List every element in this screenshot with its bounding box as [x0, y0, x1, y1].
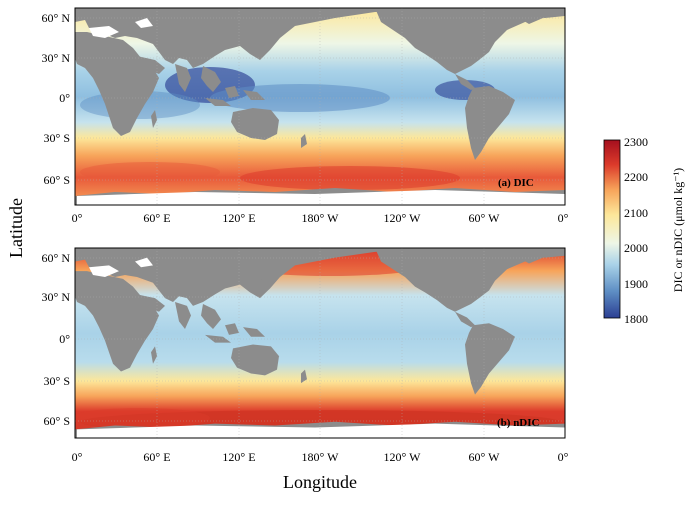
lon-tick: 60° E	[143, 211, 170, 225]
lat-tick: 60° N	[42, 11, 71, 25]
lon-tick: 0°	[72, 211, 83, 225]
colorbar-tick: 2000	[624, 241, 648, 255]
panel-a-label: (a) DIC	[498, 177, 534, 189]
lat-tick: 0°	[59, 91, 70, 105]
lon-tick: 180° W	[302, 211, 340, 225]
colorbar-tick: 2300	[624, 135, 648, 149]
x-axis-label: Longitude	[283, 472, 357, 492]
panel-b-frame	[74, 247, 566, 439]
lat-tick: 30° S	[44, 374, 70, 388]
lon-tick: 0°	[558, 450, 569, 464]
lon-tick: 120° W	[384, 211, 422, 225]
lat-tick: 60° N	[42, 251, 71, 265]
panel-a-lon-ticks: 0° 60° E 120° E 180° W 120° W 60° W 0°	[72, 211, 569, 225]
panel-b-lat-ticks: 60° N 30° N 0° 30° S 60° S	[42, 251, 71, 428]
lon-tick: 120° W	[384, 450, 422, 464]
lon-tick: 120° E	[222, 211, 255, 225]
lat-tick: 0°	[59, 332, 70, 346]
lat-tick: 30° S	[44, 131, 70, 145]
panel-a: (a) DIC 60° N 30° N 0° 30° S 60° S 0° 60…	[42, 7, 569, 225]
lon-tick: 60° W	[469, 450, 501, 464]
panel-a-lat-ticks: 60° N 30° N 0° 30° S 60° S	[42, 11, 71, 187]
panel-b: (b) nDIC 60° N 30° N 0° 30° S 60° S 0° 6…	[42, 247, 569, 464]
colorbar-tick: 2100	[624, 206, 648, 220]
lon-tick: 120° E	[222, 450, 255, 464]
panel-b-label: (b) nDIC	[497, 417, 540, 429]
colorbar-tick: 1800	[624, 312, 648, 326]
lat-tick: 60° S	[44, 173, 70, 187]
colorbar-ramp	[603, 139, 621, 319]
colorbar-ticks: 2300 2200 2100 2000 1900 1800	[624, 135, 648, 326]
lon-tick: 60° E	[143, 450, 170, 464]
lon-tick: 60° W	[469, 211, 501, 225]
colorbar-tick: 2200	[624, 170, 648, 184]
colorbar: 2300 2200 2100 2000 1900 1800 DIC or nDI…	[603, 135, 685, 326]
colorbar-tick: 1900	[624, 277, 648, 291]
lon-tick: 180° W	[302, 450, 340, 464]
lat-tick: 30° N	[42, 51, 71, 65]
lon-tick: 0°	[72, 450, 83, 464]
panel-b-lon-ticks: 0° 60° E 120° E 180° W 120° W 60° W 0°	[72, 450, 569, 464]
panel-a-frame	[74, 7, 566, 206]
lon-tick: 0°	[558, 211, 569, 225]
lat-tick: 60° S	[44, 414, 70, 428]
y-axis-label: Latitude	[6, 198, 26, 258]
lat-tick: 30° N	[42, 290, 71, 304]
colorbar-label: DIC or nDIC (μmol kg⁻¹)	[671, 168, 685, 292]
